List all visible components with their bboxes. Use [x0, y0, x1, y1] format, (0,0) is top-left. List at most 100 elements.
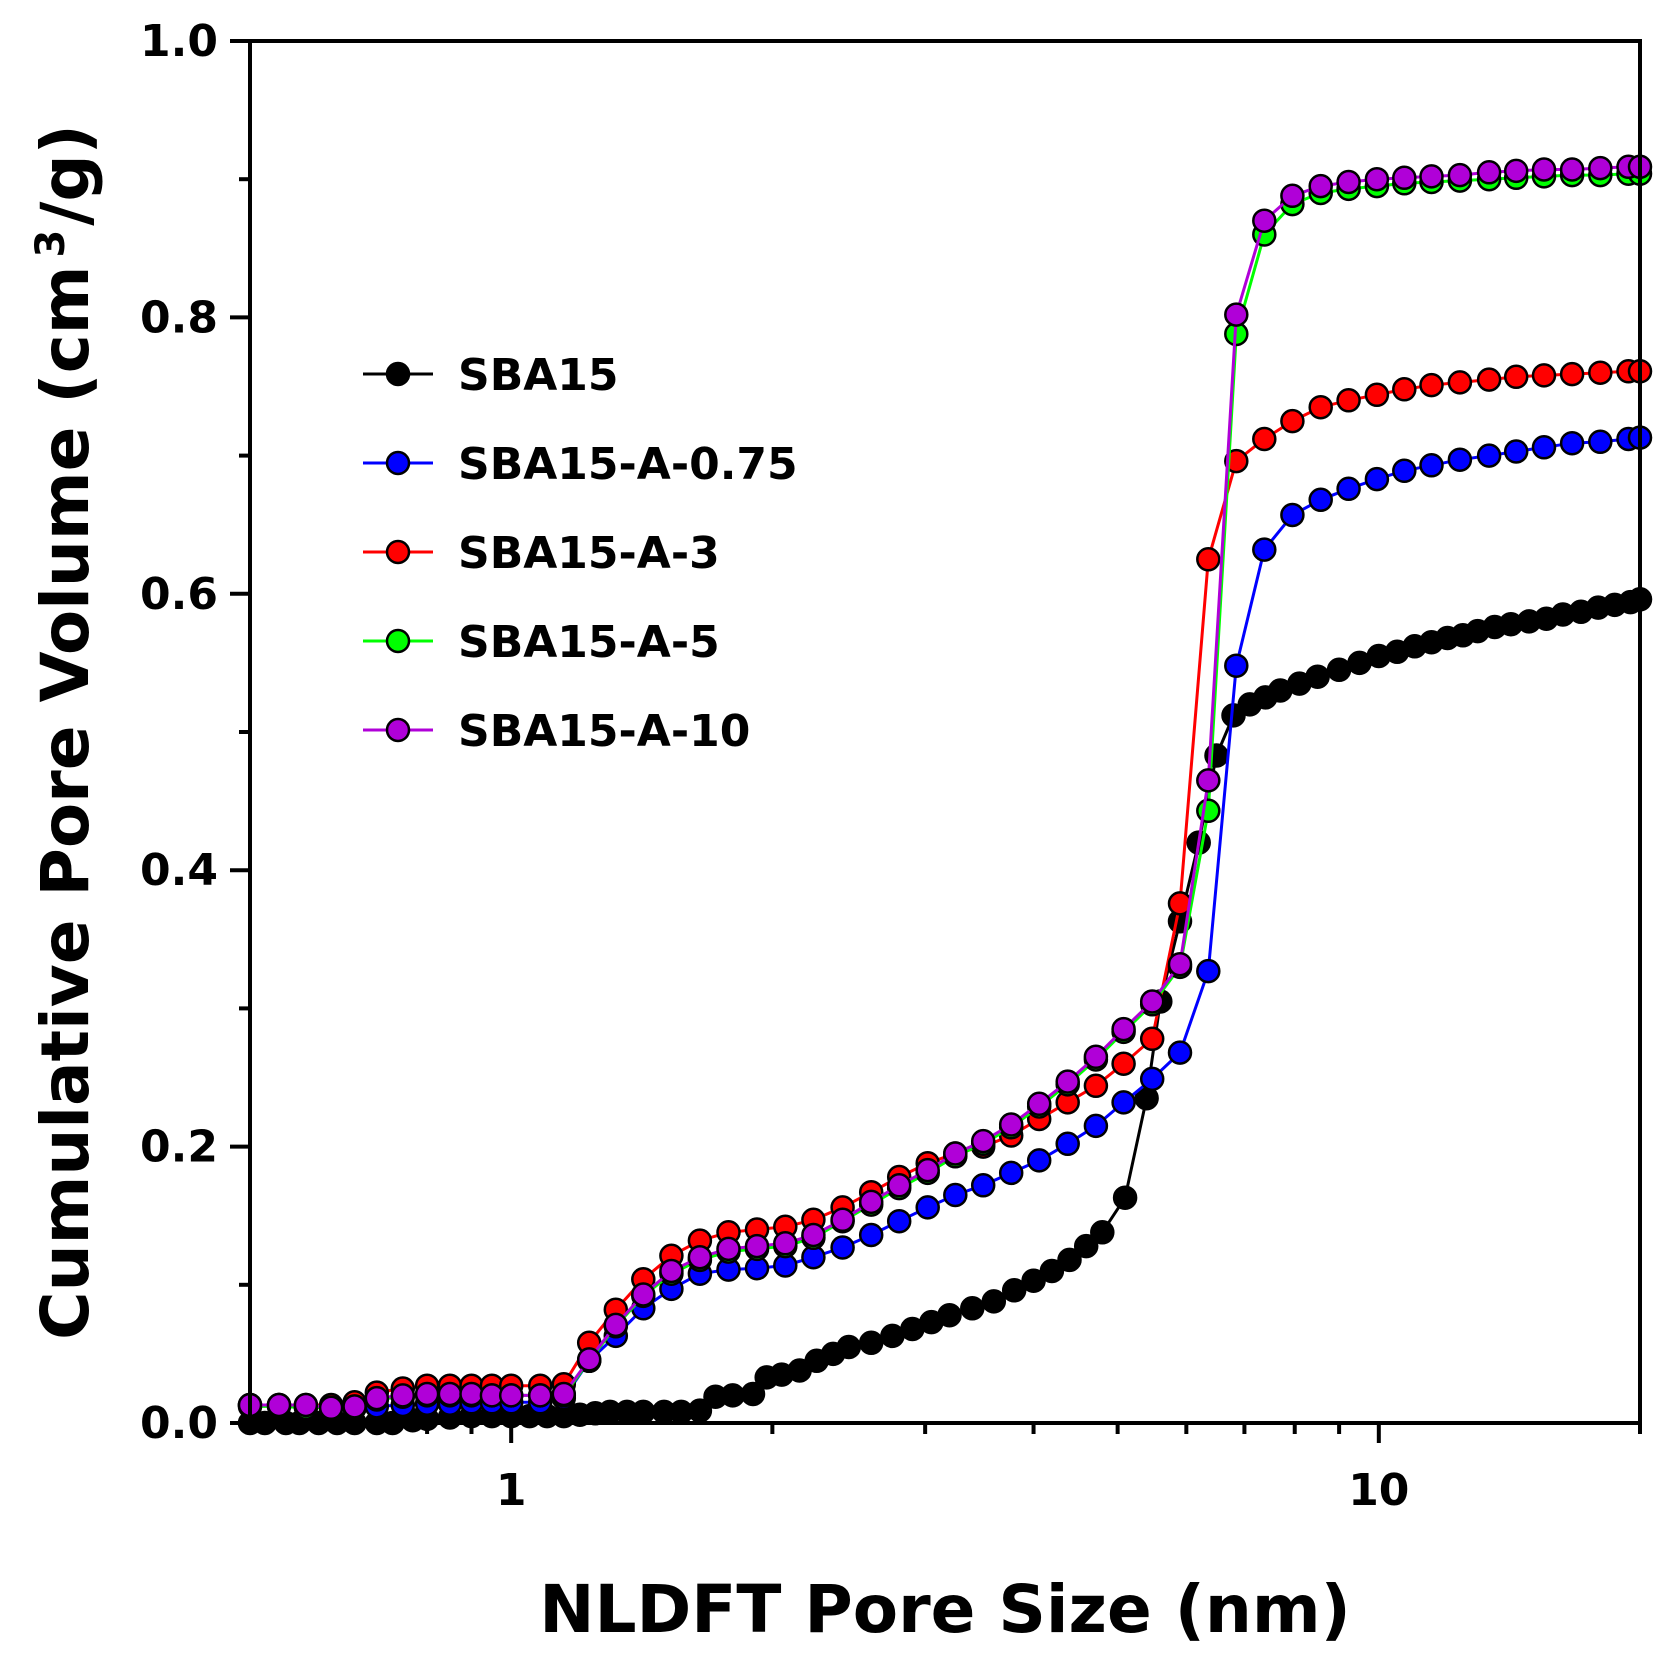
- data-point: [937, 1302, 962, 1328]
- data-point: [1559, 361, 1585, 387]
- data-point: [1252, 426, 1277, 452]
- data-point: [1224, 653, 1249, 678]
- data-point: [1139, 1066, 1165, 1092]
- data-point: [744, 1233, 770, 1259]
- legend-item: SBA15-A-10: [363, 706, 750, 757]
- data-point: [1112, 1185, 1138, 1210]
- legend-label: SBA15-A-5: [458, 617, 720, 668]
- data-point: [830, 1207, 855, 1233]
- series-line: [250, 436, 1641, 1410]
- data-point: [886, 1208, 912, 1234]
- data-point: [414, 1381, 440, 1407]
- series-SBA15-A-3: [237, 359, 1653, 1418]
- data-point: [915, 1195, 940, 1220]
- data-point: [1503, 439, 1529, 464]
- data-point: [498, 1383, 524, 1408]
- data-point: [1073, 1233, 1099, 1259]
- data-point: [364, 1385, 390, 1411]
- data-point: [1196, 547, 1221, 572]
- data-point: [342, 1394, 367, 1419]
- y-tick-label: 1.0: [140, 16, 218, 67]
- data-point: [659, 1258, 684, 1284]
- data-point: [576, 1347, 602, 1372]
- data-point: [1083, 1113, 1109, 1139]
- legend-marker: [385, 539, 411, 565]
- data-point: [1531, 157, 1557, 182]
- x-tick-label: 1: [496, 1465, 527, 1516]
- data-point: [1055, 1069, 1080, 1094]
- data-point: [1447, 370, 1473, 395]
- data-point: [1111, 1016, 1136, 1042]
- data-point: [1364, 466, 1390, 492]
- data-point: [1167, 1040, 1193, 1065]
- data-point: [1083, 1044, 1109, 1070]
- data-point: [266, 1392, 292, 1418]
- data-point: [915, 1157, 940, 1183]
- series-SBA15: [237, 587, 1653, 1436]
- legend-item: SBA15-A-5: [363, 617, 720, 668]
- data-point: [551, 1381, 577, 1407]
- data-point: [1336, 169, 1361, 195]
- data-point: [1419, 453, 1444, 478]
- data-point: [687, 1244, 713, 1270]
- data-point: [1039, 1258, 1065, 1284]
- data-point: [631, 1399, 656, 1425]
- data-point: [1476, 443, 1502, 468]
- data-point: [998, 1160, 1024, 1186]
- data-point: [1111, 1051, 1136, 1076]
- data-point: [1419, 164, 1444, 189]
- data-point: [960, 1296, 985, 1321]
- data-point: [801, 1222, 826, 1248]
- data-point: [886, 1173, 912, 1198]
- data-point: [1588, 429, 1613, 455]
- legend: SBA15 SBA15-A-0.75 SBA15-A-3 SBA15-A-5 SBA15…: [363, 350, 798, 757]
- data-point: [981, 1289, 1007, 1314]
- data-point: [1559, 430, 1585, 456]
- data-point: [1252, 537, 1277, 562]
- data-point: [1336, 388, 1361, 413]
- data-point: [1083, 1073, 1109, 1099]
- data-point: [1090, 1220, 1115, 1245]
- data-point: [1364, 166, 1390, 192]
- data-point: [773, 1231, 798, 1256]
- y-axis-title-main: Cumulative Pore Volume (cm: [27, 266, 104, 1340]
- data-point: [716, 1236, 741, 1262]
- data-point: [1531, 363, 1557, 388]
- y-tick-label: 0.0: [140, 1398, 218, 1449]
- data-point: [318, 1395, 344, 1421]
- data-point: [1503, 364, 1529, 390]
- data-point: [1392, 165, 1417, 191]
- y-axis-title: Cumulative Pore Volume (cm 3/g): [27, 124, 104, 1340]
- y-tick-label: 0.2: [140, 1122, 218, 1173]
- data-point: [1305, 664, 1330, 689]
- data-point: [998, 1112, 1024, 1137]
- data-point: [1196, 768, 1221, 793]
- data-point: [631, 1282, 656, 1307]
- data-point: [1196, 958, 1221, 984]
- series-layer: [237, 154, 1653, 1436]
- legend-item: SBA15-A-3: [363, 528, 720, 579]
- data-point: [1167, 951, 1193, 977]
- data-point: [740, 1381, 766, 1407]
- legend-marker: [385, 717, 411, 743]
- x-tick-label: 10: [1348, 1465, 1409, 1516]
- data-point: [858, 1330, 884, 1356]
- data-point: [943, 1182, 968, 1208]
- series-SBA15-A-0.75: [237, 425, 1653, 1421]
- data-point: [858, 1222, 884, 1248]
- data-point: [858, 1189, 884, 1215]
- data-point: [1308, 394, 1333, 420]
- data-point: [1588, 360, 1613, 385]
- data-point: [720, 1383, 745, 1408]
- y-tick-label: 0.8: [140, 292, 218, 343]
- data-point: [1026, 1148, 1052, 1173]
- y-axis-title-end: /g): [27, 124, 104, 226]
- data-point: [1057, 1247, 1082, 1273]
- legend-label: SBA15: [458, 350, 619, 401]
- data-point: [1447, 162, 1473, 188]
- data-point: [1392, 458, 1417, 484]
- data-point: [1531, 435, 1557, 460]
- data-point: [1447, 447, 1473, 472]
- series-SBA15-A-5: [237, 161, 1653, 1421]
- data-point: [603, 1312, 629, 1338]
